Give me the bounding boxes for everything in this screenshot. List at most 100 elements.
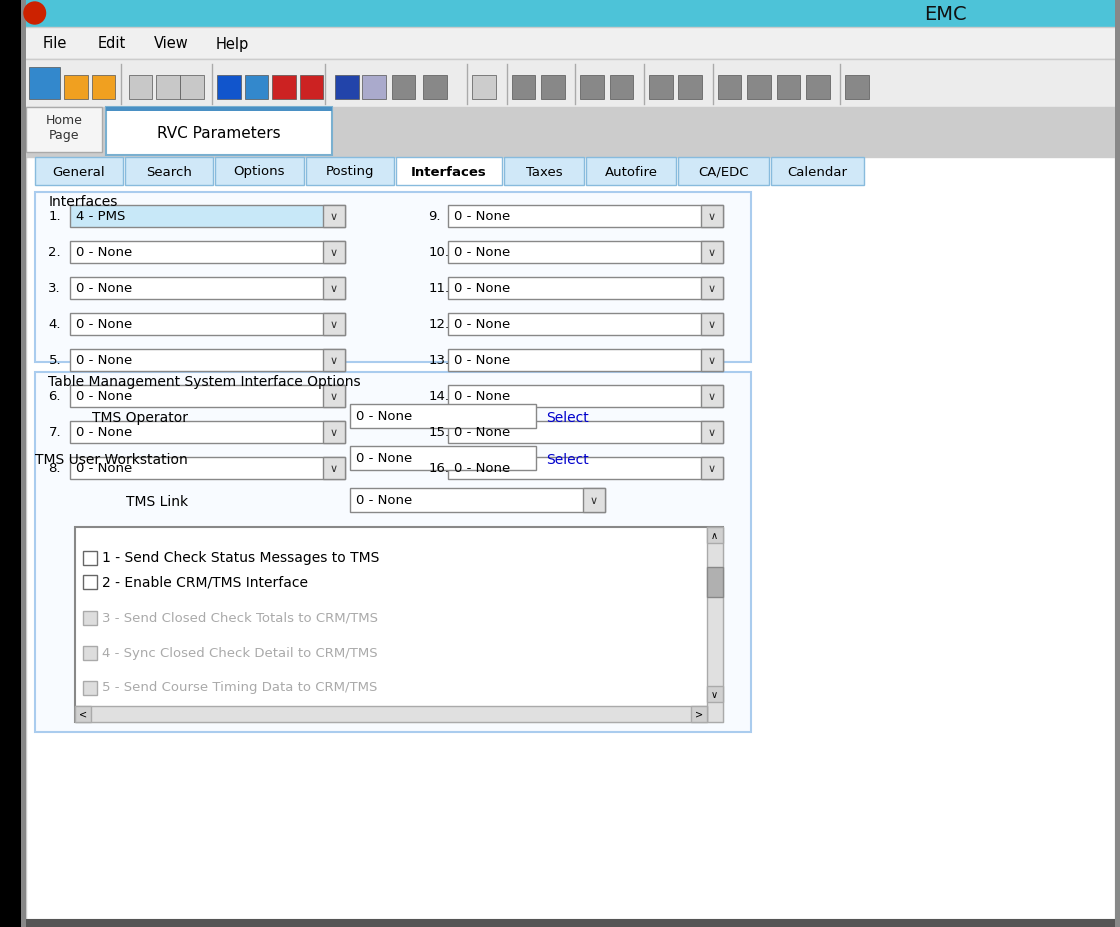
Bar <box>423 76 447 100</box>
Text: RVC Parameters: RVC Parameters <box>158 126 281 141</box>
Bar <box>448 278 722 299</box>
Text: 0 - None: 0 - None <box>76 462 132 475</box>
Text: 1.: 1. <box>48 210 62 223</box>
Bar <box>71 386 345 408</box>
Bar <box>609 76 633 100</box>
Text: Interfaces: Interfaces <box>48 195 118 209</box>
Text: ∨: ∨ <box>330 320 338 330</box>
Text: ∨: ∨ <box>708 248 716 258</box>
Bar <box>701 206 722 228</box>
Bar <box>92 76 115 100</box>
Bar <box>679 76 702 100</box>
Bar <box>448 349 722 372</box>
Text: 0 - None: 0 - None <box>76 354 132 367</box>
Bar <box>392 76 416 100</box>
Bar <box>448 386 722 408</box>
Bar <box>701 278 722 299</box>
Bar <box>771 158 864 185</box>
Bar <box>75 706 707 722</box>
Bar <box>707 567 722 597</box>
Text: 3.: 3. <box>48 282 62 295</box>
Text: 14.: 14. <box>428 390 449 403</box>
Bar <box>106 108 332 112</box>
Text: ∨: ∨ <box>590 495 598 505</box>
Bar <box>106 108 332 156</box>
Bar <box>272 76 296 100</box>
Bar <box>324 313 345 336</box>
Bar <box>83 611 96 626</box>
Bar <box>71 422 345 443</box>
Bar <box>83 681 96 695</box>
Bar <box>21 0 1120 28</box>
Text: ∨: ∨ <box>708 320 716 330</box>
Text: Select: Select <box>545 452 589 466</box>
Text: 0 - None: 0 - None <box>76 426 132 439</box>
Bar <box>71 313 345 336</box>
Bar <box>21 108 1120 158</box>
Bar <box>83 552 96 565</box>
Bar <box>648 76 672 100</box>
Bar <box>806 76 830 100</box>
Bar <box>448 206 722 228</box>
Bar <box>324 422 345 443</box>
Bar <box>701 242 722 263</box>
Bar <box>83 576 96 590</box>
Text: Edit: Edit <box>97 36 125 51</box>
Text: ∨: ∨ <box>330 284 338 294</box>
Text: ∨: ∨ <box>708 284 716 294</box>
Text: 13.: 13. <box>428 354 449 367</box>
Text: Select: Select <box>545 411 589 425</box>
Text: Posting: Posting <box>326 165 374 178</box>
Bar <box>747 76 771 100</box>
Bar <box>701 386 722 408</box>
Bar <box>679 158 768 185</box>
Bar <box>448 422 722 443</box>
Text: 4 - Sync Closed Check Detail to CRM/TMS: 4 - Sync Closed Check Detail to CRM/TMS <box>102 646 379 659</box>
Text: ∨: ∨ <box>708 211 716 222</box>
Text: ∨: ∨ <box>330 248 338 258</box>
Text: 6.: 6. <box>48 390 60 403</box>
Text: 16.: 16. <box>428 462 449 475</box>
Bar <box>349 489 605 513</box>
Text: 0 - None: 0 - None <box>454 247 510 260</box>
Text: View: View <box>153 36 188 51</box>
Text: TMS User Workstation: TMS User Workstation <box>35 452 188 466</box>
Text: CA/EDC: CA/EDC <box>699 165 749 178</box>
Text: 0 - None: 0 - None <box>76 282 132 295</box>
Bar <box>707 686 722 703</box>
Bar <box>504 158 585 185</box>
Bar <box>71 206 345 228</box>
Text: 0 - None: 0 - None <box>454 318 510 331</box>
Bar <box>448 313 722 336</box>
Bar <box>83 646 96 660</box>
Bar <box>180 76 204 100</box>
Bar <box>29 68 60 100</box>
Bar <box>306 158 394 185</box>
Text: 10.: 10. <box>428 247 449 260</box>
Text: Search: Search <box>147 165 193 178</box>
Bar <box>541 76 564 100</box>
Text: ∨: ∨ <box>711 690 718 699</box>
Bar <box>71 349 345 372</box>
Bar <box>35 158 123 185</box>
Text: 0 - None: 0 - None <box>454 462 510 475</box>
Bar <box>707 527 722 543</box>
Bar <box>129 76 152 100</box>
Text: Home
Page: Home Page <box>46 114 83 142</box>
Bar <box>64 76 87 100</box>
Text: ∨: ∨ <box>330 464 338 474</box>
Bar <box>71 278 345 299</box>
Bar <box>473 76 496 100</box>
Bar <box>846 76 869 100</box>
Text: TMS Link: TMS Link <box>125 494 188 508</box>
Text: 11.: 11. <box>428 282 449 295</box>
Text: 7.: 7. <box>48 426 62 439</box>
Text: General: General <box>53 165 105 178</box>
Text: Autofire: Autofire <box>605 165 657 178</box>
Bar <box>718 76 741 100</box>
Text: 9.: 9. <box>428 210 440 223</box>
Text: ∨: ∨ <box>330 356 338 365</box>
Bar <box>448 458 722 479</box>
Text: Calendar: Calendar <box>787 165 848 178</box>
Text: 4 - PMS: 4 - PMS <box>76 210 125 223</box>
